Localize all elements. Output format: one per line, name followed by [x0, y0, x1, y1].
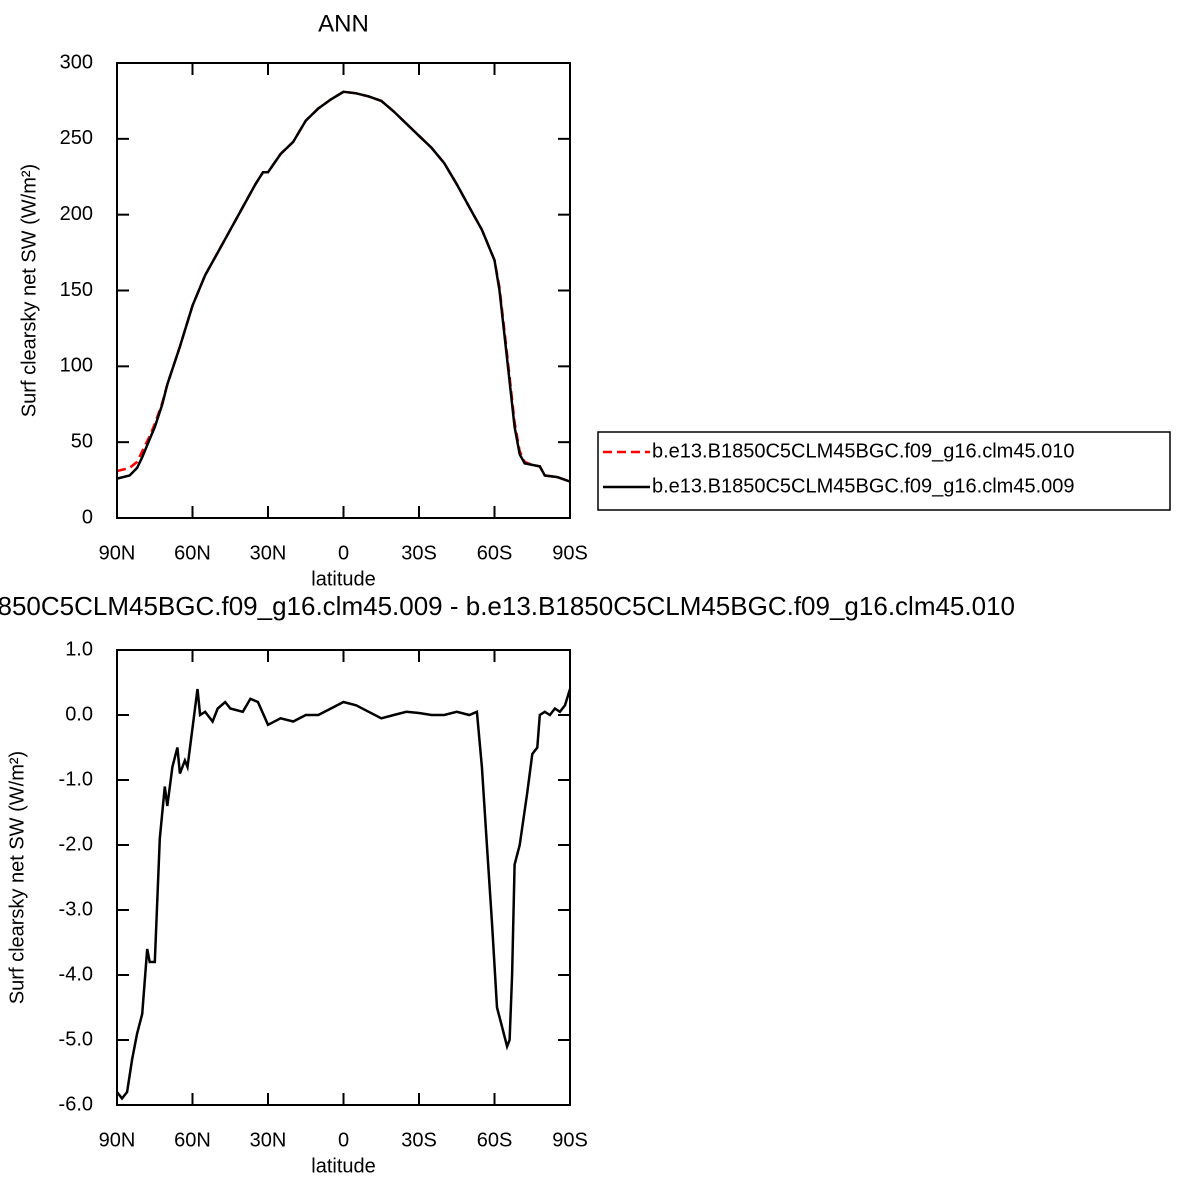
y-tick-label: 150 [60, 279, 93, 301]
data-line [116, 90, 571, 483]
x-tick-label: 30S [401, 542, 437, 564]
y-tick-label: -4.0 [59, 963, 93, 985]
x-tick-label: 60S [477, 542, 513, 564]
x-tick-label: 60N [174, 542, 211, 564]
y-tick-label: 0 [82, 506, 93, 528]
x-axis-label: latitude [311, 1155, 376, 1177]
x-tick-label: 30S [401, 1129, 437, 1151]
data-line [116, 90, 571, 483]
x-tick-label: 90N [99, 1129, 136, 1151]
x-tick-label: 90S [552, 542, 588, 564]
x-tick-label: 60S [477, 1129, 513, 1151]
y-tick-label: -2.0 [59, 833, 93, 855]
x-tick-label: 30N [250, 1129, 287, 1151]
y-axis-label: Surf clearsky net SW (W/m²) [6, 751, 28, 1004]
legend-label: b.e13.B1850C5CLM45BGC.f09_g16.clm45.009 [652, 475, 1075, 497]
x-tick-label: 90S [552, 1129, 588, 1151]
legend-box [597, 431, 1171, 511]
x-tick-label: 0 [338, 542, 349, 564]
x-tick-label: 60N [174, 1129, 211, 1151]
y-tick-label: 300 [60, 51, 93, 73]
y-tick-label: 200 [60, 203, 93, 225]
y-tick-label: -3.0 [59, 898, 93, 920]
x-tick-label: 0 [338, 1129, 349, 1151]
data-line [116, 688, 572, 1101]
y-tick-label: 250 [60, 127, 93, 149]
plot-frame [116, 62, 571, 519]
y-tick-label: -5.0 [59, 1028, 93, 1050]
y-tick-label: 1.0 [65, 638, 93, 660]
legend-label: b.e13.B1850C5CLM45BGC.f09_g16.clm45.010 [652, 440, 1075, 462]
y-tick-label: -1.0 [59, 768, 93, 790]
x-tick-label: 30N [250, 542, 287, 564]
y-tick-label: 50 [71, 430, 93, 452]
x-tick-label: 90N [99, 542, 136, 564]
y-tick-label: -6.0 [59, 1093, 93, 1115]
x-axis-label: latitude [311, 568, 376, 590]
chart-title: b.e13.B1850C5CLM45BGC.f09_g16.clm45.009 … [0, 591, 1015, 621]
y-tick-label: 0.0 [65, 703, 93, 725]
y-tick-label: 100 [60, 355, 93, 377]
chart-title: ANN [318, 10, 369, 37]
y-axis-label: Surf clearsky net SW (W/m²) [18, 164, 40, 417]
plot-frame [116, 649, 571, 1106]
